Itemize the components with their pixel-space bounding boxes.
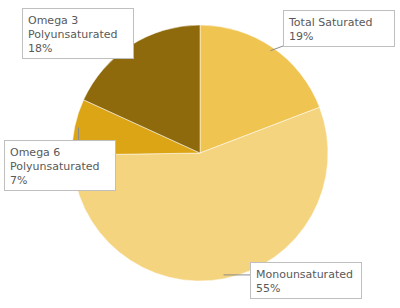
slice-value-label: 18% — [28, 42, 52, 55]
label-box — [284, 11, 395, 47]
slice-value-label: 7% — [10, 174, 27, 187]
pie-chart: Total Saturated19% Monounsaturated55% Omeg… — [0, 0, 400, 308]
label-box — [5, 141, 116, 191]
chart-container: Total Saturated19% Monounsaturated55% Omeg… — [0, 0, 400, 308]
slice-label: Total Saturated — [288, 16, 373, 29]
slice-label-line: Omega 3 — [28, 14, 78, 27]
leader-line — [78, 128, 79, 140]
leader-line — [224, 274, 251, 275]
label-box — [251, 263, 362, 299]
slice-value-label: 55% — [256, 282, 280, 295]
slice-label: Monounsaturated — [256, 268, 353, 281]
label-box — [23, 9, 134, 59]
labels: Total Saturated19% Monounsaturated55% Omeg… — [5, 9, 395, 299]
slice-label-line: Polyunsaturated — [10, 160, 100, 173]
slice-label: Omega 3Polyunsaturated — [28, 14, 118, 41]
leader-line — [270, 46, 283, 51]
slice-label-line: Total Saturated — [288, 16, 373, 29]
slice-label: Omega 6Polyunsaturated — [10, 146, 100, 173]
slice-label-line: Monounsaturated — [256, 268, 353, 281]
slice-value-label: 19% — [289, 30, 313, 43]
slice-label-line: Polyunsaturated — [28, 28, 118, 41]
slice-label-line: Omega 6 — [10, 146, 60, 159]
